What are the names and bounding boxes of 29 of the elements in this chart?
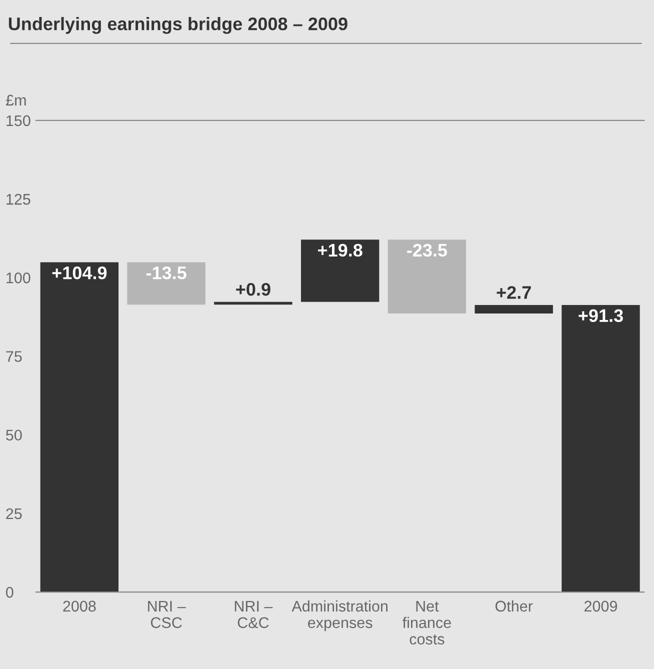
y-tick-label: 125 <box>6 194 30 205</box>
bar <box>300 240 380 302</box>
x-tick-label: Other <box>495 600 533 612</box>
data-label: +19.8 <box>318 244 362 257</box>
y-tick-label: 75 <box>6 351 22 362</box>
y-axis-title: £m <box>6 94 26 106</box>
x-tick-label: Administration expenses <box>292 600 388 632</box>
bar <box>562 304 640 592</box>
x-tick-label: NRI – CSC <box>148 600 186 628</box>
y-tick-label: 100 <box>6 272 30 284</box>
data-label: -23.5 <box>407 244 448 257</box>
y-tick-label: 50 <box>6 430 22 441</box>
x-tick-label: NRI – C&C <box>234 600 273 628</box>
data-label: -13.5 <box>146 266 186 280</box>
y-tick-label: 0 <box>6 586 14 598</box>
x-tick-label: 2009 <box>584 600 618 612</box>
y-tick-label: 150 <box>6 115 30 126</box>
chart-title: Underlying earnings bridge 2008 – 2009 <box>8 17 348 34</box>
bar <box>40 262 119 592</box>
y-tick-label: 25 <box>6 508 22 520</box>
bar <box>127 262 206 305</box>
x-tick-label: Net finance costs <box>402 600 451 645</box>
data-label: +0.9 <box>236 282 270 296</box>
data-label: +91.3 <box>578 309 623 322</box>
x-tick-label: 2008 <box>63 600 96 612</box>
data-label: +2.7 <box>496 286 531 299</box>
bar <box>388 240 466 314</box>
data-label: +104.9 <box>52 266 107 280</box>
bar <box>474 304 553 314</box>
